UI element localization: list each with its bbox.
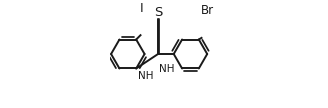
Text: S: S xyxy=(154,6,162,19)
Text: Br: Br xyxy=(201,4,214,17)
Text: NH: NH xyxy=(159,64,175,74)
Text: NH: NH xyxy=(138,71,154,81)
Text: I: I xyxy=(140,2,144,15)
